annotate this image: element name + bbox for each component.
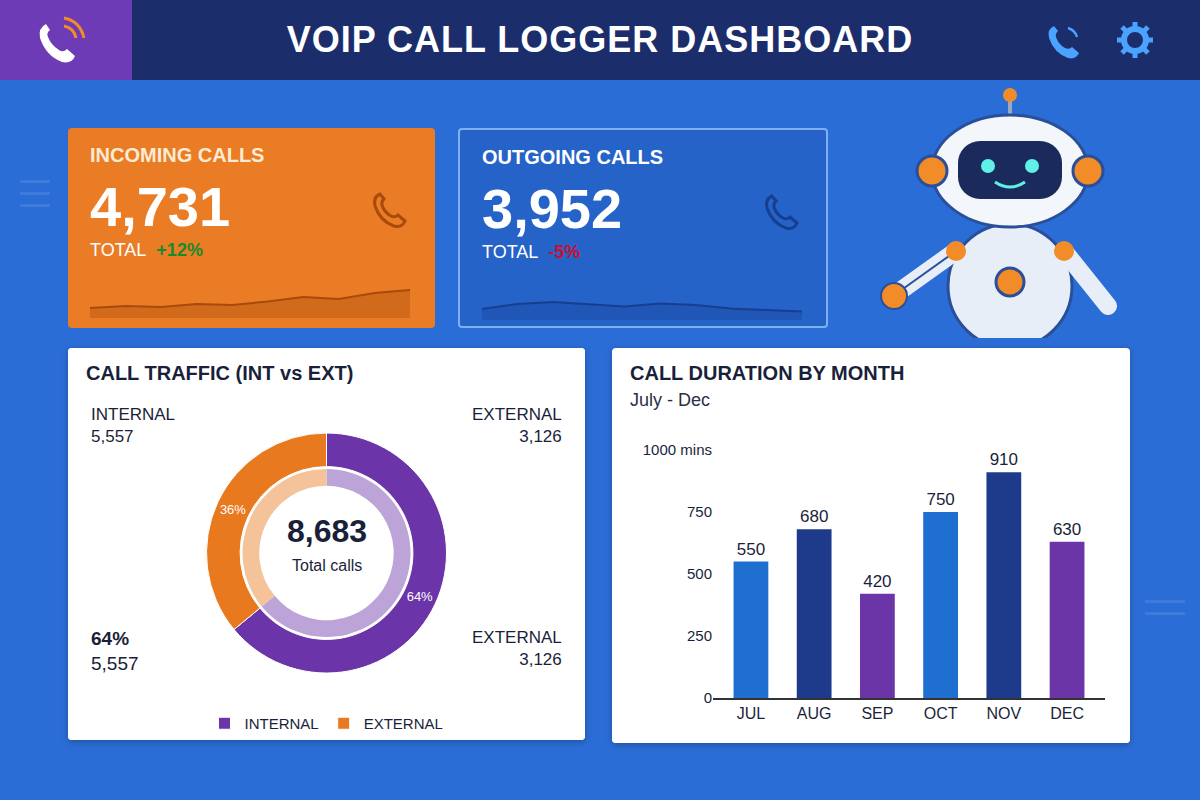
svg-text:JUL: JUL (737, 705, 766, 722)
svg-text:910: 910 (990, 450, 1018, 469)
svg-text:750: 750 (926, 490, 954, 509)
html-text:CALL TRAFFIC (INT vs EXT): CALL TRAFFIC (INT vs EXT) (86, 362, 354, 384)
html-text:-5%: -5% (548, 242, 581, 262)
html-text:INCOMING CALLS: INCOMING CALLS (90, 144, 265, 166)
svg-text:64%5,557: 64%5,557 (91, 628, 139, 674)
svg-text:750: 750 (687, 503, 712, 520)
svg-text:550: 550 (737, 540, 765, 559)
svg-text:INTERNAL: INTERNAL (245, 715, 319, 732)
html-text:July - Dec: July - Dec (630, 390, 710, 410)
html-text:VOIP CALL LOGGER DASHBOARD: VOIP CALL LOGGER DASHBOARD (286, 19, 914, 60)
svg-text:Total calls: Total calls (292, 557, 362, 574)
svg-text:64%: 64% (407, 589, 433, 604)
svg-text:OCT: OCT (924, 705, 958, 722)
svg-text:500: 500 (687, 565, 712, 582)
svg-text:EXTERNAL3,126: EXTERNAL3,126 (472, 405, 562, 446)
html-text:OUTGOING CALLS: OUTGOING CALLS (482, 146, 664, 168)
svg-text:INTERNAL5,557: INTERNAL5,557 (91, 405, 175, 446)
svg-text:1000 mins: 1000 mins (643, 441, 712, 458)
svg-text:8,683: 8,683 (287, 513, 367, 549)
svg-text:EXTERNAL: EXTERNAL (364, 715, 443, 732)
html-text:3,952: 3,952 (482, 177, 623, 240)
html-text:+12%: +12% (156, 240, 203, 260)
svg-text:630: 630 (1053, 520, 1081, 539)
svg-text:0: 0 (704, 689, 712, 706)
html-text:TOTAL: TOTAL (90, 240, 147, 260)
svg-text:680: 680 (800, 507, 828, 526)
html-text:4,731: 4,731 (90, 175, 231, 238)
html-text:CALL DURATION BY MONTH: CALL DURATION BY MONTH (630, 362, 905, 384)
svg-text:SEP: SEP (861, 705, 893, 722)
html-text:TOTAL: TOTAL (482, 242, 539, 262)
svg-text:250: 250 (687, 627, 712, 644)
svg-text:DEC: DEC (1050, 705, 1084, 722)
svg-text:AUG: AUG (797, 705, 832, 722)
svg-text:NOV: NOV (987, 705, 1022, 722)
svg-text:420: 420 (863, 572, 891, 591)
svg-text:36%: 36% (220, 502, 246, 517)
svg-text:EXTERNAL3,126: EXTERNAL3,126 (472, 628, 562, 669)
